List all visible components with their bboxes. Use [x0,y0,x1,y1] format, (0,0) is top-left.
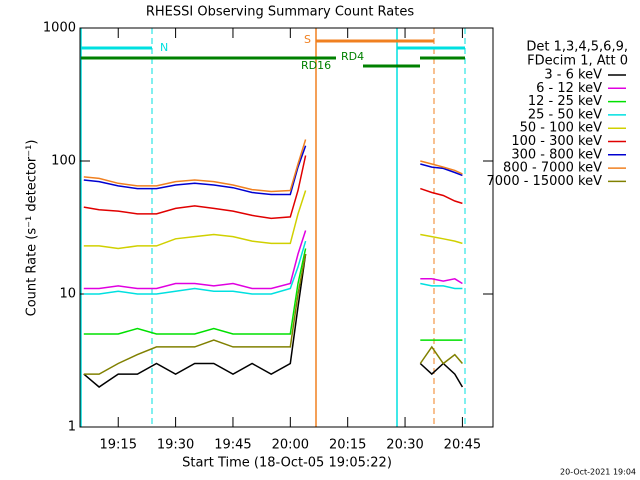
annotation: RD16 [301,59,331,72]
x-tick-label: 20:45 [444,438,481,453]
state-markers [80,28,466,427]
y-axis-label: Count Rate (s⁻¹ detector⁻¹) [25,140,40,317]
series-line [83,253,464,388]
annotation: S [304,33,311,46]
legend-label: 50 - 100 keV [520,121,603,136]
annotation: RD4 [341,50,364,63]
x-tick-label: 20:30 [386,438,423,453]
series-line [83,145,463,196]
legend-label: 25 - 50 keV [528,107,602,122]
series-line [83,253,463,375]
series-line [83,139,463,193]
x-tick-label: 19:15 [100,438,137,453]
legend-label: 7000 - 15000 keV [487,174,603,189]
x-axis-label: Start Time (18-Oct-05 19:05:22) [182,456,392,471]
y-tick-label: 1000 [43,21,76,36]
legend-label: 300 - 800 keV [511,147,602,162]
series-line [83,190,463,250]
series-line [83,155,463,220]
annotation: N [160,41,168,54]
legend-label: 3 - 6 keV [544,68,602,83]
legend-title: Det 1,3,4,5,6,9, [526,40,628,55]
legend-label: 800 - 7000 keV [503,161,602,176]
series-line [83,240,463,295]
legend-label: 12 - 25 keV [528,94,602,109]
y-tick-label: 1 [68,420,76,435]
chart-title: RHESSI Observing Summary Count Rates [146,5,415,20]
x-tick-label: 20:15 [329,438,366,453]
plot-frame [79,27,494,428]
footer: 20-Oct-2021 19:04 [560,468,636,477]
x-tick-label: 19:30 [157,438,194,453]
series-line [83,230,463,290]
series-line [83,248,463,341]
legend-label: 100 - 300 keV [511,134,602,149]
legend-title: FDecim 1, Att 0 [527,54,628,69]
x-tick-label: 19:45 [214,438,251,453]
y-tick-label: 100 [51,154,76,169]
y-tick-label: 10 [59,287,76,302]
legend-label: 6 - 12 keV [536,81,602,96]
x-tick-label: 20:00 [272,438,309,453]
